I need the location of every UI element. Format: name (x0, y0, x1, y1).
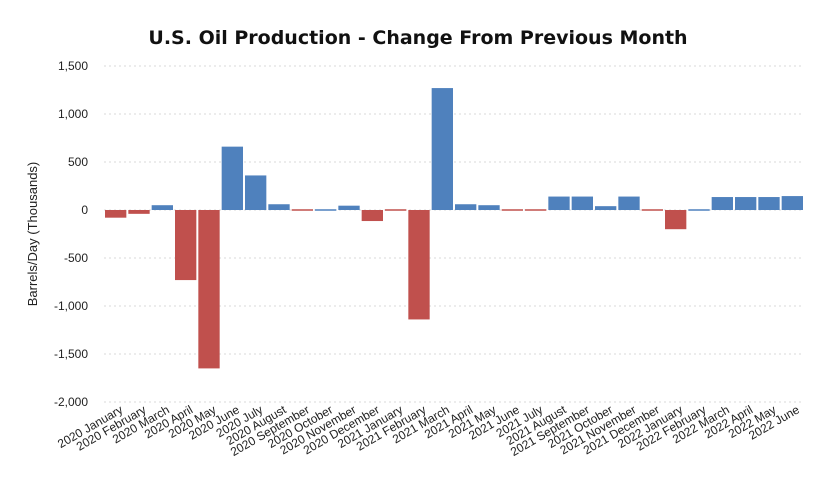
bar (361, 210, 383, 222)
chart-title: U.S. Oil Production - Change From Previo… (148, 27, 687, 49)
bar (525, 209, 547, 211)
bar (571, 196, 593, 210)
bar (198, 210, 220, 369)
bar (595, 206, 617, 210)
bar (175, 210, 197, 281)
bar (711, 197, 733, 210)
bar (735, 197, 757, 210)
y-tick-label: -1,000 (54, 299, 88, 313)
bar (758, 197, 780, 210)
bar (455, 204, 477, 210)
bar (151, 205, 173, 210)
gridlines (104, 65, 804, 403)
y-tick-label: 1,000 (58, 107, 88, 121)
y-tick-label: 1,500 (58, 59, 88, 73)
y-tick-label: -500 (64, 251, 88, 265)
bar (408, 210, 430, 320)
bar (105, 210, 127, 218)
bar (688, 209, 710, 211)
y-tick-label: -2,000 (54, 395, 88, 409)
bar (501, 209, 523, 211)
bar (245, 175, 267, 210)
bar (128, 210, 150, 214)
bar (665, 210, 687, 230)
bar (431, 88, 453, 210)
bar (618, 196, 640, 210)
y-tick-label: -1,500 (54, 347, 88, 361)
bar (548, 196, 570, 210)
y-axis-label: Barrels/Day (Thousands) (25, 162, 40, 307)
y-tick-label: 0 (81, 203, 88, 217)
bar (385, 209, 407, 211)
bar (291, 209, 313, 211)
bar (338, 205, 360, 210)
bar (641, 209, 663, 211)
bar (268, 204, 290, 210)
y-tick-label: 500 (68, 155, 88, 169)
bar (781, 196, 803, 210)
y-axis-ticks: 1,500 1,000 500 0 -500 -1,000 -1,500 -2,000 (54, 59, 88, 409)
bars (105, 88, 803, 369)
bar (478, 205, 500, 210)
bar (315, 209, 337, 211)
bar (221, 146, 243, 210)
